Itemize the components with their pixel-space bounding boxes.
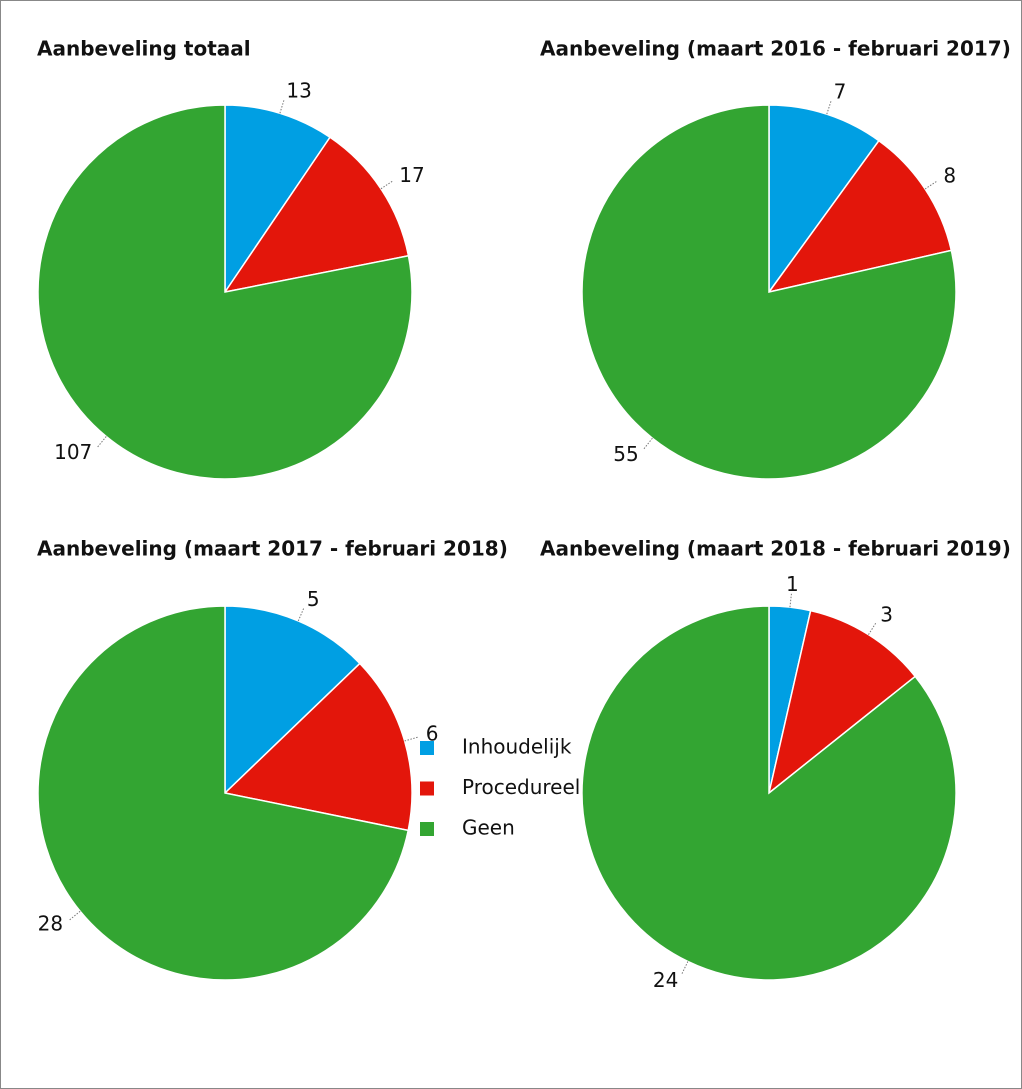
leader-line: [789, 593, 793, 608]
data-label: 6: [426, 721, 439, 745]
legend-label: Inhoudelijk: [462, 735, 572, 759]
leader-line: [924, 180, 938, 190]
data-label: 24: [653, 968, 678, 992]
leader-line: [279, 99, 285, 114]
legend-swatch: [420, 781, 434, 796]
data-label: 13: [286, 79, 311, 103]
leader-line: [68, 910, 81, 921]
chart-title: Aanbeveling (maart 2016 - februari 2017): [540, 37, 1011, 61]
pie-slice: [223, 136, 410, 294]
data-label: 107: [54, 440, 92, 464]
leader-line: [826, 100, 832, 115]
pie-slice: [224, 605, 361, 795]
data-label: 3: [880, 603, 893, 627]
leader-line: [380, 180, 393, 190]
pie-slice: [224, 104, 332, 295]
data-label: 28: [38, 912, 63, 936]
pie-slice: [768, 104, 880, 295]
data-label: 17: [399, 163, 424, 187]
data-label: 7: [834, 80, 847, 104]
chart-title: Aanbeveling (maart 2017 - februari 2018): [37, 537, 508, 561]
leader-line: [868, 622, 877, 635]
data-label: 1: [786, 572, 799, 596]
pie-slice: [37, 104, 413, 480]
data-label: 8: [943, 163, 956, 187]
pie-slice: [581, 605, 957, 981]
chart-title: Aanbeveling totaal: [37, 37, 251, 61]
data-label: 5: [307, 587, 320, 611]
leader-line: [96, 436, 107, 448]
leader-line: [297, 607, 305, 622]
legend-swatch: [420, 741, 434, 755]
data-label: 55: [613, 442, 638, 466]
legend-label: Geen: [462, 816, 515, 840]
leader-line: [404, 736, 419, 742]
legend-swatch: [420, 822, 434, 836]
legend-label: Procedureel: [462, 775, 580, 799]
leader-line: [643, 437, 653, 450]
chart-title: Aanbeveling (maart 2018 - februari 2019): [540, 537, 1011, 561]
pie-slice: [37, 605, 410, 981]
pie-slice: [581, 104, 957, 480]
pie-slice: [223, 662, 413, 832]
leader-line: [681, 961, 689, 975]
